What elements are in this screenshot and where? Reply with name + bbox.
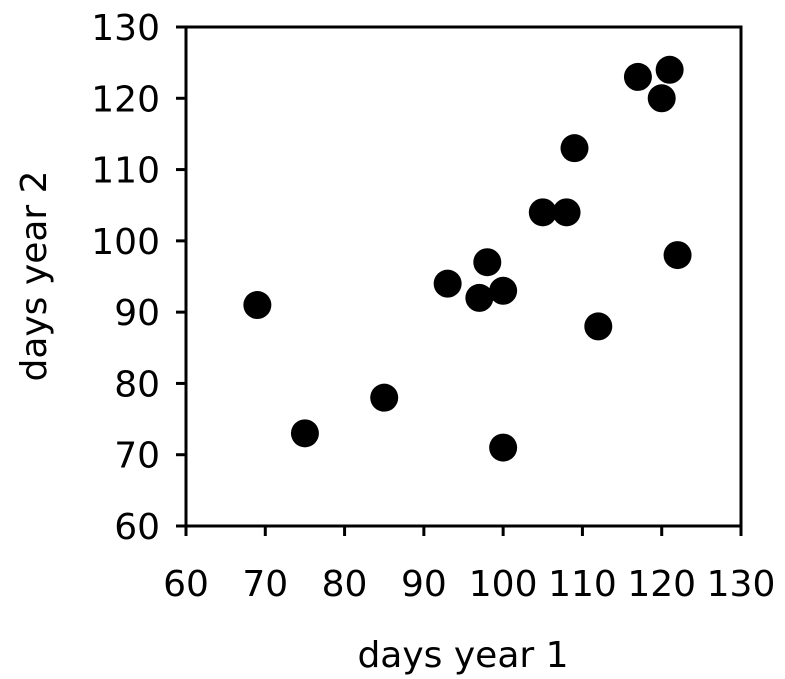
y-tick-label-70: 70	[114, 436, 160, 477]
data-point	[290, 419, 319, 448]
x-tick-label-60: 60	[163, 564, 209, 605]
data-point	[663, 241, 692, 270]
data-point	[489, 276, 518, 305]
y-tick-label-110: 110	[91, 151, 160, 192]
x-tick-label-120: 120	[627, 564, 696, 605]
y-tick-label-80: 80	[114, 364, 160, 405]
x-tick-label-100: 100	[469, 564, 538, 605]
x-tick-label-90: 90	[401, 564, 447, 605]
x-tick-label-70: 70	[242, 564, 288, 605]
y-tick-label-130: 130	[91, 8, 160, 49]
data-point	[243, 291, 272, 320]
y-tick-label-60: 60	[114, 507, 160, 548]
data-point	[433, 269, 462, 298]
data-point	[370, 383, 399, 412]
x-axis-ticks	[184, 526, 743, 536]
y-tick-label-120: 120	[91, 79, 160, 120]
data-point	[647, 84, 676, 113]
data-point	[552, 198, 581, 227]
x-tick-label-130: 130	[707, 564, 776, 605]
y-axis-tick-labels: 60 70 80 90 100 110 120 130	[91, 8, 160, 548]
data-point	[584, 312, 613, 341]
x-tick-label-80: 80	[322, 564, 368, 605]
data-point	[489, 433, 518, 462]
data-point	[623, 62, 652, 91]
y-axis-ticks	[176, 25, 186, 528]
data-point	[465, 283, 494, 312]
data-point	[473, 248, 502, 277]
y-axis-title: days year 2	[14, 170, 55, 381]
plot-frame	[184, 25, 743, 528]
x-axis-tick-labels: 60 70 80 90 100 110 120 130	[163, 564, 775, 605]
data-point	[655, 55, 684, 84]
data-point	[528, 198, 557, 227]
y-tick-label-90: 90	[114, 293, 160, 334]
data-points	[243, 55, 692, 462]
data-point	[560, 134, 589, 163]
y-tick-label-100: 100	[91, 222, 160, 263]
x-tick-label-110: 110	[548, 564, 617, 605]
x-axis-title: days year 1	[357, 635, 568, 676]
